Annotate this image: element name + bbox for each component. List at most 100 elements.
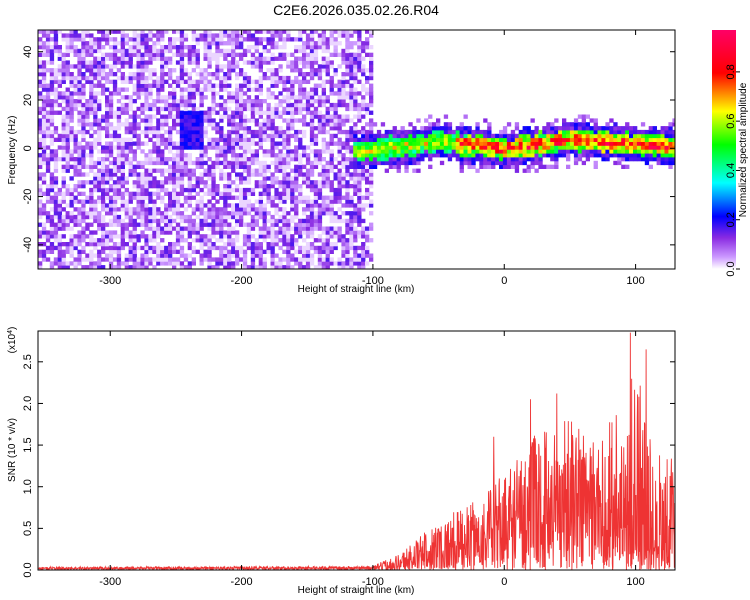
heatmap-cell xyxy=(491,160,496,166)
heatmap-cell xyxy=(45,68,51,73)
heatmap-cell xyxy=(156,207,161,212)
heatmap-cell xyxy=(621,133,626,139)
heatmap-cell xyxy=(349,160,354,166)
heatmap-cell xyxy=(396,164,401,169)
heatmap-cell xyxy=(164,261,169,266)
heatmap-cell xyxy=(65,226,70,231)
heatmap-cell xyxy=(183,133,189,139)
heatmap-cell xyxy=(38,261,43,266)
heatmap-cell xyxy=(392,141,397,146)
heatmap-cell xyxy=(136,211,141,216)
heatmap-cell xyxy=(120,45,125,50)
heatmap-cell xyxy=(353,245,358,251)
heatmap-cell xyxy=(108,234,114,239)
heatmap-cell xyxy=(101,126,106,131)
heatmap-cell xyxy=(116,168,122,173)
heatmap-cell xyxy=(475,122,480,127)
heatmap-cell xyxy=(325,230,330,235)
heatmap-cell xyxy=(191,83,196,88)
heatmap-cell xyxy=(160,172,165,177)
heatmap-cell xyxy=(172,164,177,169)
heatmap-cell xyxy=(526,157,531,162)
heatmap-cell xyxy=(648,149,653,154)
heatmap-cell xyxy=(85,257,90,262)
heatmap-cell xyxy=(361,226,366,231)
heatmap-cell xyxy=(195,145,200,150)
heatmap-cell xyxy=(455,126,460,131)
heatmap-cell xyxy=(349,164,354,169)
heatmap-cell xyxy=(53,191,59,196)
heatmap-cell xyxy=(258,52,263,57)
heatmap-cell xyxy=(471,157,476,162)
heatmap-cell xyxy=(89,41,94,46)
heatmap-cell xyxy=(365,87,370,92)
heatmap-cell xyxy=(69,261,74,266)
heatmap-cell xyxy=(132,253,137,258)
heatmap-cell xyxy=(274,145,279,150)
heatmap-cell xyxy=(298,129,303,135)
heatmap-cell xyxy=(195,52,200,57)
heatmap-cell xyxy=(384,160,389,166)
heatmap-cell xyxy=(617,129,622,135)
heatmap-cell xyxy=(365,145,370,150)
heatmap-cell xyxy=(506,133,512,139)
heatmap-cell xyxy=(45,41,51,46)
heatmap-cell xyxy=(199,102,204,108)
heatmap-cell xyxy=(203,52,208,57)
heatmap-cell xyxy=(89,91,94,96)
heatmap-cell xyxy=(183,195,189,200)
heatmap-cell xyxy=(144,153,149,158)
heatmap-cell xyxy=(41,211,47,216)
heatmap-cell xyxy=(361,68,366,73)
heatmap-cell xyxy=(231,122,236,127)
heatmap-cell xyxy=(38,118,43,123)
heatmap-cell xyxy=(317,37,323,42)
heatmap-cell xyxy=(148,153,153,158)
heatmap-cell xyxy=(191,60,196,65)
heatmap-cell xyxy=(132,141,137,146)
heatmap-cell xyxy=(404,141,409,146)
heatmap-cell xyxy=(305,184,311,189)
heatmap-cell xyxy=(432,145,437,150)
heatmap-cell xyxy=(77,257,82,262)
heatmap-cell xyxy=(61,199,66,204)
heatmap-cell xyxy=(321,164,326,169)
heatmap-cell xyxy=(179,33,185,38)
heatmap-cell xyxy=(321,83,326,88)
heatmap-cell xyxy=(199,211,204,216)
heatmap-cell xyxy=(211,234,216,239)
heatmap-cell xyxy=(258,91,263,96)
heatmap-cell xyxy=(396,141,401,146)
heatmap-cell xyxy=(41,137,47,142)
heatmap-cell xyxy=(640,157,646,162)
heatmap-cell xyxy=(313,83,319,88)
heatmap-cell xyxy=(69,129,74,135)
heatmap-cell xyxy=(215,222,220,227)
heatmap-cell xyxy=(329,242,334,247)
heatmap-cell xyxy=(357,68,362,73)
heatmap-cell xyxy=(266,164,271,169)
heatmap-cell xyxy=(85,265,90,269)
heatmap-cell xyxy=(144,234,149,239)
heatmap-cell xyxy=(140,222,145,227)
heatmap-cell xyxy=(349,91,354,96)
heatmap-cell xyxy=(144,180,149,185)
heatmap-cell xyxy=(105,195,110,200)
heatmap-cell xyxy=(321,95,326,100)
heatmap-cell xyxy=(321,245,326,251)
heatmap-cell xyxy=(522,133,527,139)
heatmap-cell xyxy=(105,133,110,139)
heatmap-cell xyxy=(140,211,145,216)
heatmap-cell xyxy=(428,137,433,142)
heatmap-cell xyxy=(231,110,236,115)
heatmap-cell xyxy=(183,129,189,135)
heatmap-cell xyxy=(195,48,200,54)
heatmap-cell xyxy=(258,129,263,135)
heatmap-cell xyxy=(73,48,78,54)
heatmap-cell xyxy=(187,218,192,224)
heatmap-cell xyxy=(278,45,283,50)
heatmap-cell xyxy=(499,160,504,166)
heatmap-cell xyxy=(589,118,594,123)
heatmap-cell xyxy=(156,91,161,96)
heatmap-cell xyxy=(479,164,484,169)
